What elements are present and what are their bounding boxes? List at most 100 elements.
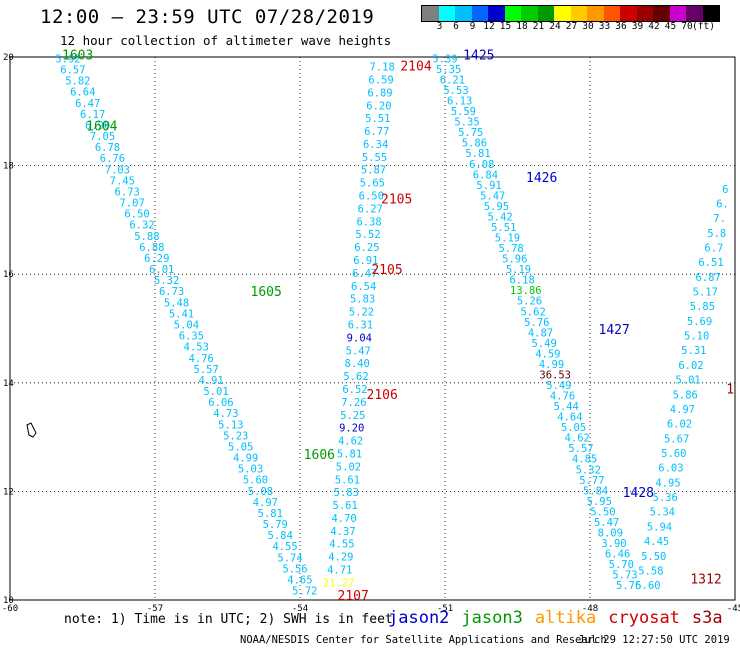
- pass-number-label: 1425: [463, 49, 494, 64]
- wave-height-value: 5.88: [134, 231, 159, 243]
- wave-height-value: 5.44: [554, 401, 579, 413]
- wave-height-value: 5.39: [432, 53, 457, 65]
- wave-height-value: 4.85: [572, 454, 597, 466]
- wave-height-value: 5.58: [638, 565, 663, 577]
- y-tick-label: 10: [3, 596, 14, 606]
- y-tick-label: 20: [3, 53, 14, 63]
- wave-height-value: 5.25: [340, 410, 365, 422]
- wave-height-value: 5.96: [502, 254, 527, 266]
- wave-height-value: 5.59: [451, 106, 476, 118]
- color-scale-label: 21: [532, 21, 545, 32]
- wave-height-value: 5.84: [583, 485, 608, 497]
- wave-height-value: 5.49: [532, 338, 557, 350]
- pass-number-label: 1603: [62, 49, 93, 64]
- wave-height-value: 6.57: [60, 65, 85, 77]
- island-shape: [26, 422, 37, 438]
- wave-height-value: 6.46: [605, 549, 630, 561]
- wave-height-value: 5.52: [355, 229, 380, 241]
- wave-height-value: 6: [722, 184, 728, 196]
- color-scale-label: 33: [598, 21, 611, 32]
- wave-height-value: 6.7: [704, 242, 723, 254]
- wave-height-value: 5.95: [587, 496, 612, 508]
- wave-height-value: 5.60: [635, 580, 660, 592]
- pass-number-label: 2107: [338, 589, 369, 604]
- pass-number-label: 2104: [400, 60, 431, 75]
- wave-height-value: 4.29: [328, 552, 353, 564]
- wave-height-value: 4.71: [327, 565, 352, 577]
- wave-height-value: 5.42: [487, 211, 512, 223]
- wave-height-value: 5.47: [346, 345, 371, 357]
- wave-height-value: 5.8: [707, 228, 726, 240]
- wave-height-value: 6.13: [447, 96, 472, 108]
- generated-timestamp: Jul 29 12:27:50 UTC 2019: [578, 634, 730, 646]
- wave-height-value: 4.99: [233, 453, 258, 465]
- wave-height-value: 5.13: [218, 419, 243, 431]
- wave-height-value: 6.73: [115, 186, 140, 198]
- wave-height-value: 7.45: [110, 175, 135, 187]
- wave-height-value: 7.: [713, 213, 726, 225]
- wave-height-value: 5.73: [612, 570, 637, 582]
- wave-height-value: 5.72: [292, 586, 317, 598]
- wave-height-value: 5.82: [65, 76, 90, 88]
- color-scale-label: 15: [499, 21, 512, 32]
- wave-height-value: 36.53: [539, 369, 571, 381]
- wave-height-value: 6.54: [351, 281, 376, 293]
- wave-height-value: 5.01: [203, 386, 228, 398]
- wave-height-value: 6.18: [509, 275, 534, 287]
- y-tick-label: 16: [3, 270, 14, 280]
- color-scale-cell: [653, 6, 670, 21]
- footnote: note: 1) Time is in UTC; 2) SWH is in fe…: [64, 612, 393, 627]
- color-scale-cell: [702, 6, 719, 21]
- wave-height-value: 5.19: [495, 233, 520, 245]
- color-scale-cell: [537, 6, 554, 21]
- wave-height-value: 4.73: [213, 408, 238, 420]
- wave-height-value: 5.32: [576, 464, 601, 476]
- wave-height-value: 6.51: [698, 257, 723, 269]
- page-title: 12:00 – 23:59 UTC 07/28/2019: [40, 6, 375, 28]
- wave-height-value: 5.57: [194, 364, 219, 376]
- wave-height-value: 5.84: [268, 530, 293, 542]
- color-scale-cell: [620, 6, 637, 21]
- wave-height-value: 5.76: [616, 580, 641, 592]
- wave-height-value: 4.91: [198, 375, 223, 387]
- wave-height-value: 5.03: [238, 464, 263, 476]
- wave-height-value: 6.64: [70, 87, 95, 99]
- wave-height-value: 6.: [716, 198, 729, 210]
- wave-height-value: 4.53: [184, 342, 209, 354]
- wave-height-value: 5.23: [223, 430, 248, 442]
- wave-height-value: 6.91: [353, 255, 378, 267]
- pass-number-label: 1428: [623, 486, 654, 501]
- wave-height-value: 9.20: [339, 423, 364, 435]
- wave-height-value: 4.55: [329, 539, 354, 551]
- wave-height-value: 5.83: [350, 294, 375, 306]
- y-tick-label: 18: [3, 162, 14, 172]
- wave-height-value: 7.26: [341, 397, 366, 409]
- wave-height-value: 4.65: [287, 574, 312, 586]
- color-scale-label: 3: [436, 21, 443, 32]
- wave-height-value: 5.22: [349, 307, 374, 319]
- wave-height-value: 6.34: [363, 139, 388, 151]
- pass-number-label: 1312: [690, 573, 721, 588]
- wave-height-value: 6.31: [348, 320, 373, 332]
- wave-height-value: 5.05: [228, 441, 253, 453]
- wave-height-value: 6.78: [95, 142, 120, 154]
- color-scale-cell: [570, 6, 587, 21]
- wave-height-value: 5.70: [609, 559, 634, 571]
- wave-height-value: 5.08: [248, 486, 273, 498]
- legend-item-cryosat: cryosat: [608, 608, 680, 628]
- wave-height-value: 4.37: [330, 526, 355, 538]
- color-scale-cell: [636, 6, 653, 21]
- color-scale-cell: [603, 6, 620, 21]
- wave-height-value: 8.09: [598, 527, 623, 539]
- x-tick-label: -51: [437, 604, 453, 614]
- wave-height-value: 5.47: [594, 517, 619, 529]
- pass-number-label: 2105: [381, 193, 412, 208]
- wave-height-value: 5.50: [641, 551, 666, 563]
- wave-height-value: 5.47: [480, 190, 505, 202]
- wave-height-value: 5.56: [282, 563, 307, 575]
- color-scale-cell: [686, 6, 703, 21]
- wave-height-value: 5.50: [590, 506, 615, 518]
- wave-height-value: 5.74: [277, 552, 302, 564]
- wave-height-value: 5.81: [258, 508, 283, 520]
